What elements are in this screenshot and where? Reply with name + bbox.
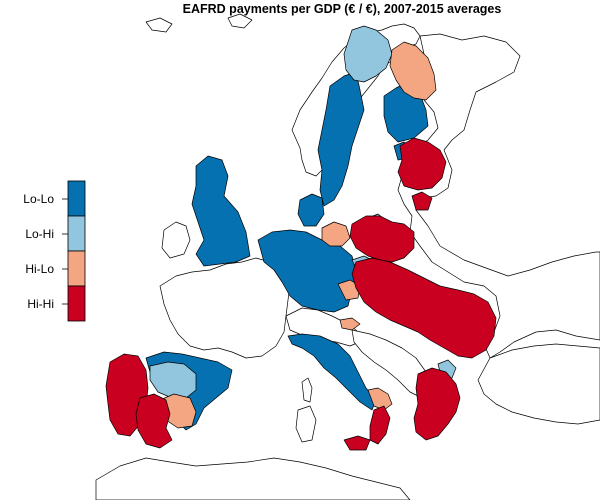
legend-label-hihi: Hi-Hi xyxy=(27,297,54,311)
region-poland xyxy=(349,215,415,263)
region-spain-west xyxy=(135,393,173,449)
legend-label-lohi: Lo-Hi xyxy=(25,227,54,241)
france-region xyxy=(159,257,291,359)
region-greece xyxy=(413,367,461,441)
region-poland-west xyxy=(321,221,351,247)
map-title: EAFRD payments per GDP (€ / €), 2007-201… xyxy=(183,2,502,16)
regions-lolo xyxy=(145,71,429,431)
ireland-island xyxy=(161,221,191,259)
region-slovenia xyxy=(339,317,361,331)
region-sweden xyxy=(317,71,365,207)
turkey-land xyxy=(477,343,600,425)
legend: Lo-Lo Lo-Hi Hi-Lo Hi-Hi xyxy=(23,180,86,322)
region-italy xyxy=(287,333,377,411)
region-lithuania xyxy=(411,191,433,211)
region-denmark xyxy=(297,193,325,227)
region-sicily xyxy=(343,435,371,451)
legend-swatch-hihi xyxy=(67,285,86,322)
legend-swatch-hilo xyxy=(67,250,86,287)
regions-hihi xyxy=(105,137,497,451)
region-baltics xyxy=(397,137,447,191)
legend-swatch-lolo xyxy=(67,180,86,217)
region-lapland-sweden xyxy=(343,25,393,83)
regions-hilo xyxy=(159,41,437,429)
region-eastern-europe xyxy=(351,257,497,359)
sardinia-island xyxy=(295,405,317,443)
region-uk xyxy=(191,155,251,267)
region-italy-south xyxy=(367,387,393,411)
legend-label-hilo: Hi-Lo xyxy=(25,262,54,276)
region-finland-east xyxy=(389,41,437,101)
region-spain-center xyxy=(149,361,197,399)
corsica-island xyxy=(301,377,313,403)
region-italy-calabria xyxy=(369,405,391,445)
legend-swatch-lohi xyxy=(67,215,86,252)
legend-label-lolo: Lo-Lo xyxy=(23,192,54,206)
north-africa-land xyxy=(95,457,411,500)
